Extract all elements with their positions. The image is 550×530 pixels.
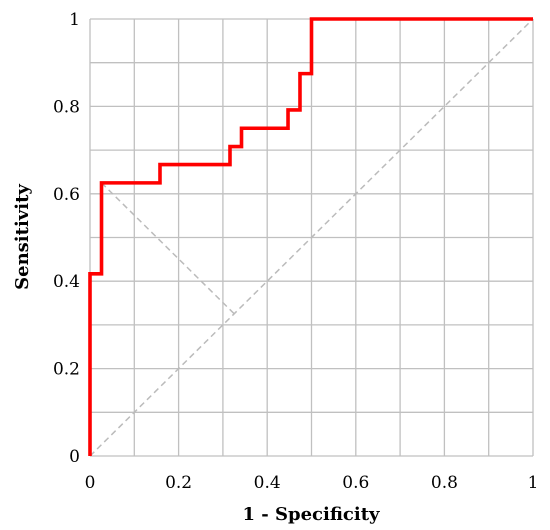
y-tick-label: 0	[69, 447, 80, 467]
roc-curve-line	[88, 17, 533, 456]
x-tick-label: 0.2	[165, 473, 192, 493]
x-tick-label: 0.4	[254, 473, 281, 493]
tick-labels: 0 0.2 0.4 0.6 0.8 1 0 0.2 0.4 0.6 0.8 1	[53, 10, 538, 493]
x-tick-label: 0.6	[342, 473, 369, 493]
x-axis-label: 1 - Specificity	[242, 504, 380, 525]
x-tick-label: 0.8	[431, 473, 458, 493]
y-tick-label: 0.2	[53, 360, 80, 380]
y-tick-label: 1	[69, 10, 80, 30]
x-tick-label: 0	[85, 473, 96, 493]
y-tick-label: 0.4	[53, 272, 80, 292]
reference-dashed-line	[100, 182, 235, 315]
y-axis-label: Sensitivity	[12, 184, 33, 290]
series-group	[88, 17, 534, 457]
x-tick-label: 1	[528, 473, 539, 493]
y-tick-label: 0.6	[53, 185, 80, 205]
reference-dashed-line	[89, 18, 534, 457]
y-tick-label: 0.8	[53, 97, 80, 117]
